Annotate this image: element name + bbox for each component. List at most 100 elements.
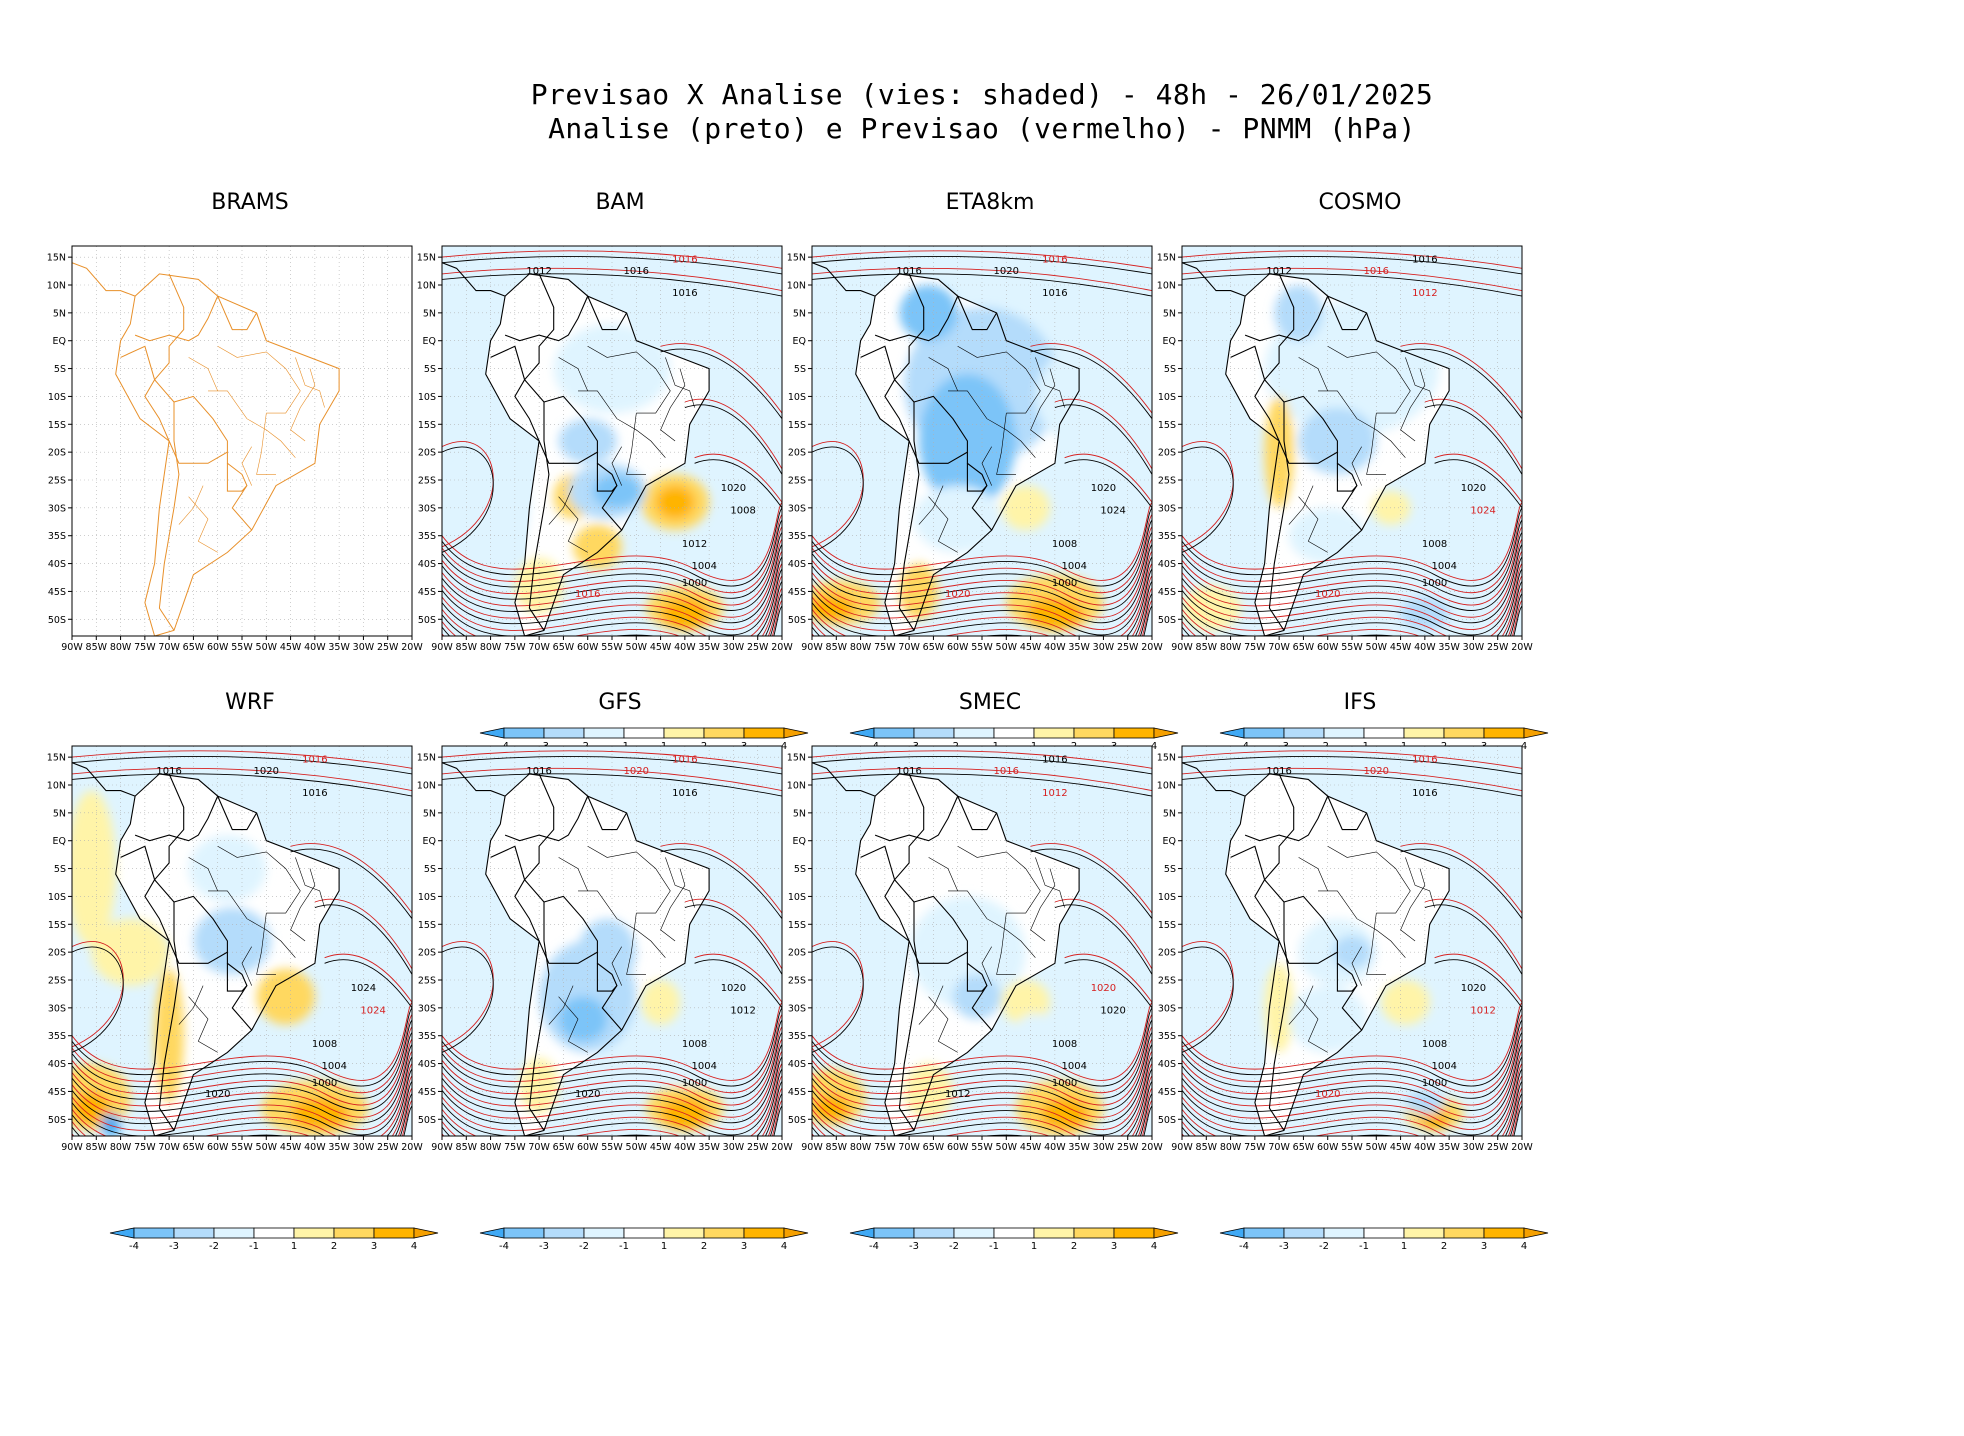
colorbar-label: -2 bbox=[1319, 1241, 1329, 1250]
lat-label: 40S bbox=[48, 1059, 66, 1070]
lat-label: 5S bbox=[54, 864, 66, 875]
isobar-label: 1020 bbox=[1315, 589, 1340, 600]
lon-label: 20W bbox=[401, 1142, 423, 1153]
lon-label: 75W bbox=[504, 642, 526, 653]
isobar-line bbox=[442, 441, 494, 548]
lon-label: 90W bbox=[1171, 1142, 1193, 1153]
isobar-line bbox=[1182, 441, 1234, 548]
central-america-coast bbox=[812, 261, 876, 297]
state-border bbox=[188, 857, 218, 892]
state-border bbox=[587, 846, 671, 914]
isobar-label: 1012 bbox=[730, 1005, 755, 1016]
map-plot: 1016 1020 1016 1016 1020 1024 1008 1004 1000 1020… bbox=[787, 245, 1163, 653]
isobar-line bbox=[442, 1032, 782, 1111]
colorbar-label: 4 bbox=[1521, 1241, 1527, 1250]
lat-label: 5N bbox=[423, 808, 436, 819]
lon-label: 60W bbox=[577, 1142, 599, 1153]
isobar-line bbox=[1030, 843, 1152, 914]
bias-blob bbox=[72, 1091, 111, 1125]
country-border bbox=[957, 295, 998, 331]
lat-label: 50S bbox=[48, 615, 66, 626]
isobar-line bbox=[1182, 514, 1522, 594]
isobar-label: 1016 bbox=[156, 766, 181, 777]
colorbar-label: -3 bbox=[909, 1241, 919, 1250]
lon-label: 60W bbox=[207, 1142, 229, 1153]
lon-label: 35W bbox=[328, 1142, 350, 1153]
country-border bbox=[1283, 395, 1363, 531]
country-border bbox=[217, 795, 258, 831]
colorbar-high-arrow bbox=[1523, 1227, 1549, 1239]
isobar-line bbox=[812, 255, 1152, 275]
lon-label: 45W bbox=[280, 1142, 302, 1153]
lat-label: 15S bbox=[788, 420, 806, 431]
isobar-line bbox=[442, 526, 782, 606]
lon-label: 60W bbox=[1317, 642, 1339, 653]
state-border bbox=[256, 913, 276, 975]
state-borders bbox=[178, 846, 325, 1053]
isobar-line bbox=[1182, 502, 1522, 581]
south-america-coast bbox=[1225, 773, 1450, 1136]
lat-label: 40S bbox=[418, 1059, 436, 1070]
lon-label: 45W bbox=[1390, 642, 1412, 653]
isobar-line bbox=[1182, 273, 1522, 297]
state-border bbox=[1288, 985, 1314, 1025]
state-border bbox=[981, 946, 992, 986]
bias-blob bbox=[578, 918, 637, 986]
isobar-label: 1016 bbox=[1042, 255, 1067, 266]
lat-label: 10S bbox=[1158, 892, 1176, 903]
state-border bbox=[548, 485, 574, 525]
panel-title: GFS bbox=[598, 690, 642, 715]
state-border bbox=[1298, 357, 1328, 392]
isobar-line bbox=[812, 514, 1152, 594]
panel-title: COSMO bbox=[1318, 190, 1402, 215]
country-border bbox=[966, 463, 988, 492]
isobar-label: 1020 bbox=[1461, 983, 1486, 994]
colorbar-label: 1 bbox=[661, 1241, 667, 1250]
colorbar-swatch bbox=[953, 1227, 995, 1239]
lon-label: 75W bbox=[1244, 642, 1266, 653]
lat-label: 10N bbox=[1157, 781, 1176, 792]
colorbar-low-arrow bbox=[1219, 1227, 1245, 1239]
lat-label: 35S bbox=[788, 1031, 806, 1042]
isobar-line bbox=[1182, 556, 1522, 636]
isobar-label: 1012 bbox=[1470, 1005, 1495, 1016]
isobar-line bbox=[1030, 343, 1152, 414]
lon-label: 65W bbox=[923, 1142, 945, 1153]
isobar-line bbox=[1182, 587, 1522, 636]
lon-label: 75W bbox=[134, 1142, 156, 1153]
isobar-line bbox=[812, 593, 1152, 636]
colorbar-swatch bbox=[1403, 1227, 1445, 1239]
isobar-label: 1020 bbox=[721, 983, 746, 994]
isobar-line bbox=[684, 398, 782, 470]
isobar-label: 1000 bbox=[682, 1078, 707, 1089]
isobar-label: 1020 bbox=[624, 766, 649, 777]
lat-label: 50S bbox=[788, 1115, 806, 1126]
country-border bbox=[957, 795, 998, 831]
coastline bbox=[1182, 761, 1450, 1136]
country-border bbox=[966, 963, 988, 992]
colorbar-label: 1 bbox=[291, 1241, 297, 1250]
isobar-line bbox=[812, 502, 1152, 581]
colorbar-label: -3 bbox=[539, 1241, 549, 1250]
state-border bbox=[660, 868, 686, 942]
grid bbox=[72, 746, 412, 1136]
isobar-line bbox=[1064, 953, 1152, 1003]
lon-label: 60W bbox=[577, 642, 599, 653]
lon-label: 85W bbox=[1196, 1142, 1218, 1153]
colorbar-label: 3 bbox=[741, 1241, 747, 1250]
isobar-label: 1008 bbox=[1052, 1039, 1077, 1050]
state-border bbox=[548, 985, 574, 1025]
bias-blob bbox=[553, 324, 671, 414]
state-border bbox=[178, 485, 204, 525]
isobar-line bbox=[1182, 750, 1522, 769]
colorbar-label: 2 bbox=[1441, 1241, 1447, 1250]
isobar-line bbox=[660, 848, 782, 919]
isobar-label: 1016 bbox=[302, 788, 327, 799]
isobar-line bbox=[442, 538, 782, 618]
isobar-label: 1016 bbox=[994, 766, 1019, 777]
lon-label: 50W bbox=[996, 1142, 1018, 1153]
lat-label: 15S bbox=[48, 920, 66, 931]
bias-blob bbox=[91, 918, 170, 986]
isobar-line bbox=[812, 1087, 1152, 1136]
coastline bbox=[72, 761, 340, 1136]
